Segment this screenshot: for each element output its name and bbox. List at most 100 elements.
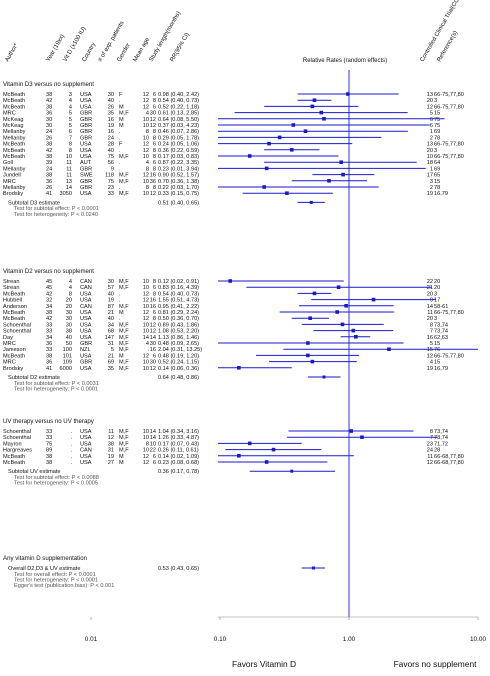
cell-country: USA — [80, 435, 92, 441]
cell-mean-age: 8 — [146, 185, 149, 191]
subtotal-rr-ci: 0.53 (0.43, 0.65) — [158, 566, 199, 572]
cell-rr-ci: 2.04 (0.31, 13.25) — [158, 347, 202, 353]
cell-vitd: 8 — [69, 148, 72, 154]
cell-country: CAN — [80, 279, 92, 285]
cell-exposed-patients: 35 — [108, 366, 114, 372]
cell-mean-age: 12 — [143, 291, 149, 297]
cell-author: Mayron — [3, 441, 22, 447]
cell-country: USA — [80, 191, 92, 197]
cell-year: 42 — [46, 148, 52, 154]
cell-country: GBR — [80, 179, 92, 185]
cell-references: 76 — [434, 347, 440, 353]
cell-country: USA — [80, 148, 92, 154]
table-row: Brodsky 41 3050 USA 33 M,F 10 12 0.33 (0.15, 0.7… — [3, 191, 448, 197]
cell-rr-ci: 0.46 (0.07, 2.86) — [158, 129, 199, 135]
cell-country: GBR — [80, 360, 92, 366]
cell-exposed-patients: 40 — [108, 291, 114, 297]
cell-gender: M,F — [119, 360, 129, 366]
cell-exposed-patients: 56 — [108, 160, 114, 166]
cell-country: USA — [80, 310, 92, 316]
cell-references: 3 — [434, 291, 437, 297]
cell-study-length: 12 — [150, 322, 156, 328]
cell-rr-ci: 0.48 (0.19, 1.20) — [158, 353, 199, 359]
cell-references: 73,74 — [434, 429, 448, 435]
cell-mean-age: 12 — [143, 316, 149, 322]
table-row: Mellanby 26 7 GBR 24. 10 8 0.29 (0.05, 1.78) 2 78 — [3, 135, 440, 141]
cell-year: 34 — [46, 304, 52, 310]
cell-rr-ci: 1.55 (0.51, 4.73) — [158, 298, 199, 304]
cell-rr-ci: 0.54 (0.40, 0.73) — [158, 291, 199, 297]
cell-exposed-patients: 28 — [108, 142, 114, 148]
point-estimate — [327, 179, 331, 183]
point-estimate — [336, 285, 341, 289]
cell-references: 66-75,77,80 — [434, 310, 464, 316]
cell-gender: M,F — [119, 173, 129, 179]
table-row: Schoenthal 33. USA 12 M,F 10 14 1.26 (0.33, 4.8… — [3, 435, 448, 441]
cell-cct-id: 11 — [427, 310, 433, 316]
table-row: Mellanby 24 6 GBR 16. 8 8 0.46 (0.07, 2.86) 1 69 — [3, 129, 440, 135]
cell-year: 89 — [46, 448, 52, 454]
cell-country: USA — [80, 441, 92, 447]
cell-mean-age: 10 — [143, 304, 149, 310]
cell-references: 65 — [434, 173, 440, 179]
cell-year: 38 — [46, 92, 52, 98]
cell-mean-age: 4 — [146, 341, 149, 347]
cell-gender: . — [119, 148, 121, 154]
cell-rr-ci: 0.37 (0.03, 4.23) — [158, 123, 199, 129]
cell-year: 75 — [46, 441, 52, 447]
cell-rr-ci: 0.14 (0.06, 0.36) — [158, 366, 199, 372]
cell-references: 3 — [434, 316, 437, 322]
cell-gender: M — [119, 117, 124, 123]
cell-cct-id: 23 — [427, 441, 433, 447]
table-row: Strean 45 4 CAN 30 M,F 10 8 0.12 (0.02, 0.91) 22 2… — [3, 279, 440, 285]
cell-country: USA — [80, 429, 92, 435]
cell-year: 42 — [46, 316, 52, 322]
cell-author: McBeath — [3, 460, 25, 466]
cell-exposed-patients: 68 — [108, 329, 114, 335]
section-title: Any vitamin D supplementation — [3, 555, 87, 562]
cell-vitd: 109 — [63, 360, 72, 366]
cell-author: Mellanby — [3, 185, 26, 191]
point-estimate — [312, 291, 317, 296]
cell-references: 75 — [434, 117, 440, 123]
cell-references: 3 — [434, 148, 437, 154]
cell-vitd: . — [70, 448, 72, 454]
cell-country: GBR — [80, 123, 92, 129]
cell-vitd: 6 — [69, 129, 72, 135]
cell-exposed-patients: 40 — [108, 316, 114, 322]
cell-country: GBR — [80, 185, 92, 191]
cell-rr-ci: 0.36 (0.22, 0.59) — [158, 148, 199, 154]
cell-mean-age: 14 — [143, 335, 149, 341]
cell-year: 26 — [46, 135, 52, 141]
table-row: MRC 36 50 GBR 31 M,F 4 30 0.48 (0.09, 2.65) 5 15 — [3, 341, 440, 347]
cell-cct-id: 8 — [430, 429, 433, 435]
point-estimate — [371, 297, 376, 302]
cell-references: 20 — [434, 279, 440, 285]
cell-mean-age: 8 — [146, 441, 149, 447]
cell-references: 73,74 — [434, 435, 448, 441]
table-row: McBeath 38 8 USA 28 F 12 6 0.24 (0.05, 1.06) 13 66… — [3, 142, 464, 148]
cell-gender: M,F — [119, 322, 129, 328]
cell-vitd: 8 — [69, 291, 72, 297]
cell-study-length: 8 — [153, 98, 156, 104]
point-estimate — [354, 335, 358, 339]
point-estimate — [341, 172, 345, 177]
cell-cct-id: 2 — [430, 185, 433, 191]
cell-vitd: 40 — [66, 335, 72, 341]
cell-references: 69 — [434, 129, 440, 135]
cell-study-length: 12 — [150, 329, 156, 335]
point-estimate — [306, 353, 310, 358]
table-row: McBeath 42 4 USA 40. 12 8 0.54 (0.40, 0.73) 20 3 — [3, 98, 437, 104]
cell-cct-id: 19 — [427, 191, 433, 197]
cell-cct-id: 19 — [427, 366, 433, 372]
cell-author: McBeath — [3, 154, 25, 160]
cell-study-length: 12 — [150, 366, 156, 372]
cell-country: USA — [80, 460, 92, 466]
cell-gender: M — [119, 460, 124, 466]
cell-vitd: 4 — [69, 98, 72, 104]
cell-rr-ci: 0.54 (0.40, 0.73) — [158, 98, 199, 104]
cell-country: USA — [80, 98, 92, 104]
point-estimate — [312, 98, 317, 102]
cell-gender: F — [119, 142, 123, 148]
